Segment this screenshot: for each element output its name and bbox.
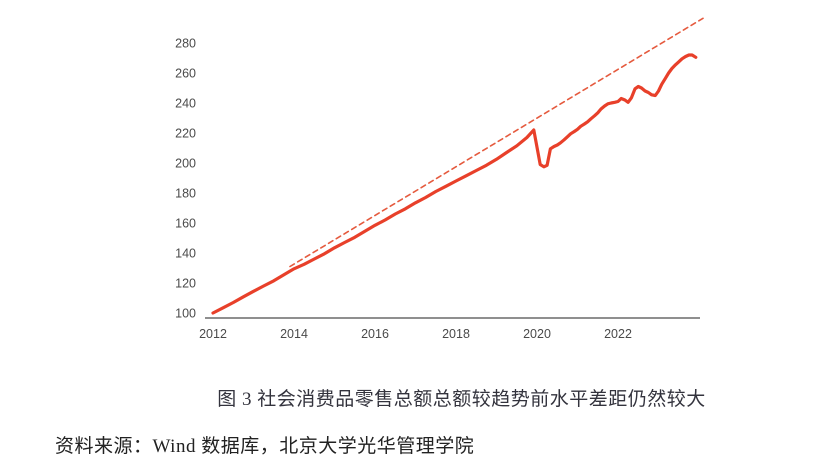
data-source-note: 资料来源：Wind 数据库，北京大学光华管理学院 — [55, 436, 475, 457]
figure-caption: 图 3 社会消费品零售总额总额较趋势前水平差距仍然较大 — [217, 389, 706, 410]
y-tick-label: 280 — [175, 37, 196, 51]
y-tick-label: 200 — [175, 157, 196, 171]
line-chart: 100 120 140 160 180 200 220 240 260 280 2012 2014 20… — [175, 17, 704, 341]
x-tick-label: 2016 — [361, 327, 389, 341]
y-tick-label: 220 — [175, 127, 196, 141]
x-tick-label: 2020 — [523, 327, 551, 341]
y-tick-label: 160 — [175, 217, 196, 231]
x-tick-label: 2022 — [604, 327, 632, 341]
pre-pandemic-trend-line — [289, 17, 704, 268]
y-tick-label: 140 — [175, 247, 196, 261]
y-tick-label: 180 — [175, 187, 196, 201]
x-tick-label: 2018 — [442, 327, 470, 341]
y-tick-label: 120 — [175, 277, 196, 291]
y-tick-label: 260 — [175, 67, 196, 81]
x-tick-label: 2014 — [280, 327, 308, 341]
y-tick-label: 240 — [175, 97, 196, 111]
y-tick-label: 100 — [175, 307, 196, 321]
actual-retail-sales-index-line — [211, 53, 698, 315]
x-tick-label: 2012 — [199, 327, 227, 341]
